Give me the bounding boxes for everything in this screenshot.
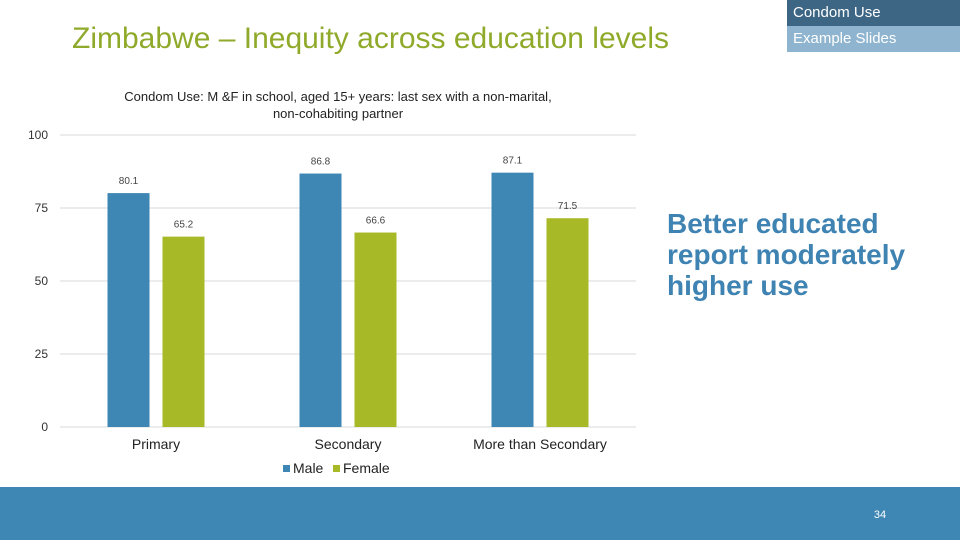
bar-female: [354, 232, 397, 427]
bar-male: [299, 173, 342, 427]
y-tick-label: 0: [41, 420, 48, 434]
data-label: 65.2: [174, 220, 194, 231]
chart-title-line1: Condom Use: M &F in school, aged 15+ yea…: [124, 89, 552, 104]
y-tick-label: 50: [35, 274, 49, 288]
data-label: 66.6: [366, 216, 386, 227]
section-tag: Condom Use: [787, 0, 960, 26]
slide-title: Zimbabwe – Inequity across education lev…: [72, 22, 669, 55]
callout-line1: Better educated: [667, 208, 879, 239]
callout-line3: higher use: [667, 270, 809, 301]
x-tick-label: More than Secondary: [473, 436, 607, 452]
bar-male: [491, 172, 534, 427]
legend-label-female: Female: [343, 460, 390, 476]
bar-female: [162, 236, 205, 427]
subsection-tag: Example Slides: [787, 26, 960, 52]
y-tick-label: 25: [35, 347, 49, 361]
data-label: 87.1: [503, 156, 523, 167]
legend-swatch-male: [283, 465, 290, 472]
x-tick-label: Secondary: [315, 436, 382, 452]
y-tick-label: 75: [35, 201, 49, 215]
bar-male: [107, 193, 150, 427]
page-number: 34: [873, 509, 887, 521]
chart-title-line2: non-cohabiting partner: [272, 106, 404, 121]
legend-swatch-female: [333, 465, 340, 472]
x-tick-label: Primary: [132, 436, 180, 452]
data-label: 71.5: [558, 201, 578, 212]
chart-title: Condom Use: M &F in school, aged 15+ yea…: [60, 88, 616, 122]
data-label: 80.1: [119, 176, 139, 187]
y-tick-label: 100: [28, 128, 48, 142]
callout-line2: report moderately: [667, 239, 906, 270]
data-label: 86.8: [311, 157, 331, 168]
legend-label-male: Male: [293, 460, 324, 476]
callout-text: Better educated report moderately higher…: [667, 208, 905, 301]
bar-female: [546, 218, 589, 427]
footer-bar: [0, 487, 960, 540]
